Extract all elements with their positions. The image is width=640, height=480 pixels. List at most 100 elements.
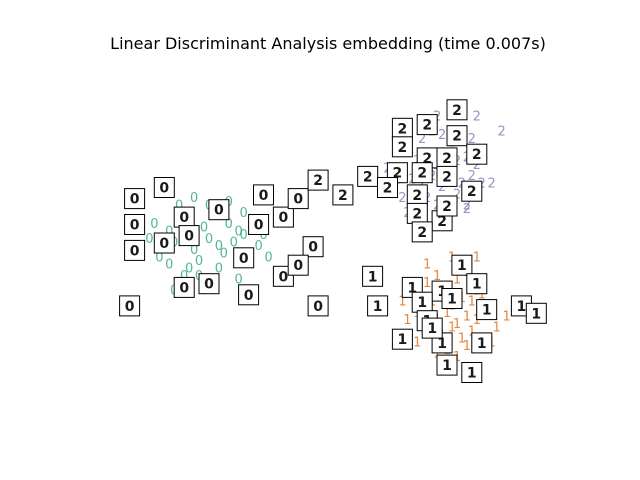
thumbnail-frame xyxy=(421,317,443,339)
digit-thumbnail-1: 1 xyxy=(476,299,498,321)
thumbnail-digit-image: 1 xyxy=(482,303,492,319)
thumbnail-digit-image: 2 xyxy=(398,121,408,137)
thumbnail-digit-image: 0 xyxy=(130,243,140,259)
digit-thumbnail-0: 0 xyxy=(173,276,195,298)
data-point-digit-2: 2 xyxy=(453,187,461,202)
thumbnail-frame xyxy=(307,169,329,191)
thumbnail-frame xyxy=(416,114,438,136)
thumbnail-digit-image: 0 xyxy=(259,188,269,204)
digit-thumbnail-2: 2 xyxy=(411,221,433,243)
data-point-digit-2: 2 xyxy=(468,169,476,184)
thumbnail-digit-image: 2 xyxy=(412,206,422,222)
thumbnail-digit-image: 1 xyxy=(373,299,383,315)
thumbnail-digit-image: 2 xyxy=(417,225,427,241)
digit-thumbnail-0: 0 xyxy=(287,188,309,210)
thumbnail-digit-image: 2 xyxy=(452,103,462,119)
thumbnail-digit-image: 0 xyxy=(179,280,189,296)
data-point-digit-2: 2 xyxy=(468,132,476,147)
digit-thumbnail-0: 0 xyxy=(124,214,146,235)
digit-thumbnail-2: 2 xyxy=(332,184,354,206)
data-point-digit-0: 0 xyxy=(165,224,173,239)
data-point-digit-0: 0 xyxy=(254,239,262,254)
thumbnail-digit-image: 0 xyxy=(293,258,303,274)
thumbnail-digit-image: 1 xyxy=(517,299,527,315)
digit-thumbnail-1: 1 xyxy=(441,288,463,309)
thumbnail-frame xyxy=(208,199,230,221)
data-point-digit-0: 0 xyxy=(190,191,198,206)
thumbnail-frame xyxy=(367,295,389,317)
digit-thumbnail-2: 2 xyxy=(357,165,379,187)
thumbnail-digit-image: 0 xyxy=(204,277,214,293)
thumbnail-digit-image: 2 xyxy=(383,181,393,197)
data-point-digit-2: 2 xyxy=(473,158,481,173)
thumbnail-digit-image: 2 xyxy=(398,140,408,156)
thumbnail-digit-image: 1 xyxy=(437,336,447,352)
thumbnail-digit-image: 2 xyxy=(363,169,373,185)
digit-thumbnail-2: 2 xyxy=(436,165,458,187)
digit-thumbnail-0: 0 xyxy=(119,295,141,317)
data-point-digit-1: 1 xyxy=(473,313,481,328)
thumbnail-digit-image: 0 xyxy=(179,210,189,226)
digit-thumbnail-0: 0 xyxy=(287,254,309,276)
data-point-digit-0: 0 xyxy=(185,261,193,276)
thumbnails-layer: 0000000000000000000001111111111111111112… xyxy=(119,99,547,383)
thumbnail-frame xyxy=(377,177,398,198)
thumbnail-digit-image: 2 xyxy=(412,188,422,204)
thumbnail-digit-image: 0 xyxy=(159,236,169,252)
thumbnail-digit-image: 0 xyxy=(244,288,254,304)
thumbnail-digit-image: 2 xyxy=(417,166,427,182)
thumbnail-digit-image: 1 xyxy=(398,332,408,348)
digit-thumbnail-1: 1 xyxy=(461,362,483,383)
chart-title: Linear Discriminant Analysis embedding (… xyxy=(110,34,546,53)
thumbnail-frame xyxy=(153,232,175,254)
data-point-digit-0: 0 xyxy=(235,224,243,239)
data-point-digit-2: 2 xyxy=(418,132,426,147)
digit-thumbnail-2: 2 xyxy=(416,114,438,136)
thumbnail-frame xyxy=(436,195,458,217)
data-point-digit-0: 0 xyxy=(145,232,153,247)
data-point-digit-1: 1 xyxy=(413,335,421,350)
data-point-digit-1: 1 xyxy=(448,321,456,336)
thumbnail-frame xyxy=(153,177,175,198)
data-point-digit-2: 2 xyxy=(473,110,481,125)
thumbnail-frame xyxy=(248,214,270,235)
thumbnail-frame xyxy=(446,125,468,147)
thumbnail-frame xyxy=(411,221,433,243)
digit-thumbnail-0: 0 xyxy=(198,273,220,295)
digit-thumbnail-1: 1 xyxy=(436,354,458,376)
thumbnail-digit-image: 1 xyxy=(447,292,457,308)
digit-thumbnail-2: 2 xyxy=(406,202,428,224)
data-point-digit-1: 1 xyxy=(453,273,461,288)
thumbnail-frame xyxy=(451,254,473,276)
data-point-digit-1: 1 xyxy=(453,317,461,332)
data-point-digit-1: 1 xyxy=(478,287,486,302)
digit-thumbnail-2: 2 xyxy=(466,143,488,165)
digit-thumbnail-1: 1 xyxy=(471,332,493,354)
thumbnail-frame xyxy=(332,184,354,206)
thumbnail-frame xyxy=(287,254,309,276)
data-point-digit-1: 1 xyxy=(458,332,466,347)
digit-thumbnail-2: 2 xyxy=(436,195,458,217)
data-point-digit-1: 1 xyxy=(403,313,411,328)
thumbnail-digit-image: 1 xyxy=(442,358,452,374)
data-point-digit-0: 0 xyxy=(240,228,248,243)
data-point-digit-0: 0 xyxy=(190,243,198,258)
thumbnail-frame xyxy=(198,273,220,295)
thumbnail-digit-image: 0 xyxy=(125,299,135,315)
thumbnail-digit-image: 2 xyxy=(467,184,477,200)
thumbnail-digit-image: 1 xyxy=(417,295,427,311)
digit-thumbnail-0: 0 xyxy=(173,206,195,228)
digit-thumbnail-0: 0 xyxy=(124,239,146,261)
digit-thumbnail-0: 0 xyxy=(302,236,324,258)
data-point-digit-0: 0 xyxy=(180,269,188,284)
data-point-digit-0: 0 xyxy=(235,273,243,288)
data-point-digit-0: 0 xyxy=(205,232,213,247)
thumbnail-digit-image: 2 xyxy=(422,151,432,167)
thumbnail-frame xyxy=(411,162,433,184)
digit-thumbnail-1: 1 xyxy=(525,302,547,324)
thumbnail-frame xyxy=(436,165,458,187)
thumbnail-digit-image: 0 xyxy=(308,240,318,256)
data-point-digit-1: 1 xyxy=(463,310,471,325)
data-point-digit-0: 0 xyxy=(220,247,228,262)
